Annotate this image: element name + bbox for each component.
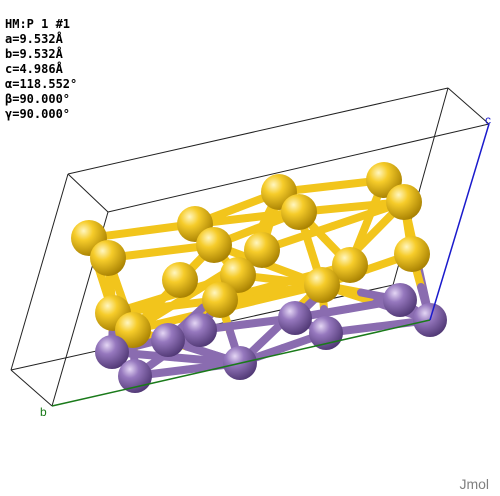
c-axis-label: c xyxy=(485,113,491,127)
cell-edge xyxy=(68,88,448,174)
purple-atom xyxy=(278,301,312,335)
cell-beta-label: β=90.000° xyxy=(5,92,77,107)
purple-atom xyxy=(309,316,343,350)
bond-layer xyxy=(89,180,430,376)
cell-a-label: a=9.532Å xyxy=(5,32,77,47)
cell-b-label: b=9.532Å xyxy=(5,47,77,62)
gold-atom xyxy=(90,240,126,276)
gold-atom xyxy=(281,194,317,230)
cell-edge xyxy=(11,370,52,406)
jmol-watermark: Jmol xyxy=(459,476,489,492)
gold-atom xyxy=(162,262,198,298)
gold-atom xyxy=(386,184,422,220)
purple-atom xyxy=(151,323,185,357)
cell-edge xyxy=(11,174,68,370)
cell-gamma-label: γ=90.000° xyxy=(5,107,77,122)
purple-atom xyxy=(383,283,417,317)
cell-c-label: c=4.986Å xyxy=(5,62,77,77)
gold-atom xyxy=(202,282,238,318)
purple-atom xyxy=(183,313,217,347)
gold-atom xyxy=(196,227,232,263)
cell-alpha-label: α=118.552° xyxy=(5,77,77,92)
unit-cell-info: HM:P 1 #1 a=9.532Å b=9.532Å c=4.986Å α=1… xyxy=(5,17,77,122)
cell-edge xyxy=(448,88,489,124)
purple-atom xyxy=(118,359,152,393)
b-axis-label: b xyxy=(40,405,47,419)
gold-atom xyxy=(394,236,430,272)
space-group-label: HM:P 1 #1 xyxy=(5,17,77,32)
cell-edge xyxy=(68,174,108,212)
gold-atom xyxy=(304,267,340,303)
c-axis-line xyxy=(430,124,489,320)
